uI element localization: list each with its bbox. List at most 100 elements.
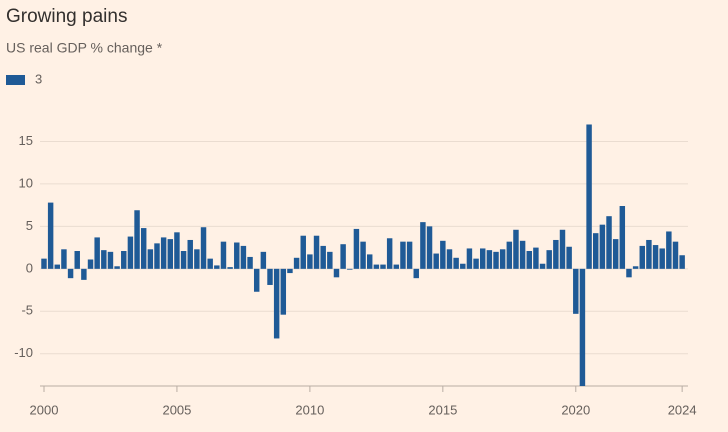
bar	[293, 257, 300, 269]
bar	[214, 265, 220, 269]
x-tick-label: 2000	[30, 402, 59, 417]
bar	[446, 249, 453, 269]
bar	[140, 228, 147, 269]
legend-label: 3	[35, 71, 42, 86]
bar	[313, 235, 320, 269]
bar	[513, 229, 519, 269]
bar	[453, 257, 459, 269]
bar	[612, 239, 619, 269]
bar	[134, 210, 140, 269]
bar	[273, 268, 280, 339]
bar	[559, 229, 566, 269]
bar	[353, 228, 360, 269]
bar	[593, 233, 599, 269]
bar	[679, 255, 685, 269]
bar	[160, 237, 167, 269]
bar	[380, 264, 386, 269]
bar	[327, 251, 333, 269]
bar	[440, 240, 446, 269]
bar	[147, 249, 154, 269]
bar	[533, 247, 539, 269]
bar	[287, 268, 293, 274]
bar	[479, 248, 486, 269]
bar	[386, 238, 393, 269]
bar	[460, 263, 466, 269]
y-tick-label: 10	[19, 175, 33, 190]
bar	[247, 256, 253, 269]
x-tick-label: 2010	[295, 402, 324, 417]
bar	[207, 258, 213, 269]
bar	[413, 268, 419, 279]
bar	[573, 268, 579, 314]
bar	[473, 258, 479, 269]
bar	[41, 258, 47, 269]
bar	[267, 268, 273, 285]
bar	[54, 264, 61, 269]
bar	[200, 227, 207, 269]
bar	[280, 268, 287, 315]
x-tick-label: 2015	[428, 402, 457, 417]
y-tick-label: -10	[14, 345, 33, 360]
bar	[666, 231, 672, 269]
bar	[360, 241, 366, 269]
bar	[506, 241, 513, 269]
bar	[426, 226, 433, 269]
bar	[347, 268, 353, 270]
bar	[114, 266, 120, 269]
bar	[101, 250, 107, 269]
bar	[672, 241, 679, 269]
bar	[300, 235, 306, 269]
bar	[433, 253, 439, 269]
y-tick-label: 15	[19, 133, 33, 148]
bar	[320, 245, 326, 269]
bar	[539, 263, 546, 269]
bar	[107, 251, 114, 269]
bar	[619, 206, 626, 269]
bar	[606, 216, 612, 269]
bar	[493, 251, 499, 269]
bar	[366, 254, 373, 269]
bar	[307, 254, 313, 269]
bar	[400, 241, 406, 269]
legend-swatch	[6, 75, 25, 85]
bar	[553, 239, 559, 269]
bar	[121, 251, 127, 269]
bar	[333, 268, 340, 278]
bar	[526, 251, 532, 269]
bar	[220, 241, 227, 269]
bar	[579, 268, 586, 386]
x-tick-label: 2024	[668, 402, 697, 417]
bar	[466, 248, 473, 269]
bar	[499, 249, 506, 269]
bar	[646, 239, 652, 269]
x-tick-label: 2020	[561, 402, 590, 417]
bar	[94, 237, 100, 269]
bar	[652, 245, 659, 269]
bar	[47, 202, 54, 269]
bar	[406, 241, 413, 269]
bar	[61, 249, 67, 269]
bar	[659, 248, 665, 269]
bar	[393, 264, 400, 269]
bar	[420, 222, 426, 269]
chart-subtitle: US real GDP % change *	[6, 40, 163, 56]
bar	[340, 244, 346, 269]
bar	[194, 249, 200, 269]
bar	[154, 243, 160, 269]
bar	[486, 250, 493, 269]
bar	[81, 268, 87, 280]
bar	[626, 268, 632, 278]
y-tick-label: 5	[26, 218, 33, 233]
bar	[234, 242, 240, 269]
bar	[174, 232, 180, 269]
x-tick-label: 2005	[162, 402, 191, 417]
bar	[227, 267, 233, 269]
bar	[519, 240, 526, 269]
bar	[639, 245, 645, 269]
bar	[566, 246, 572, 269]
y-tick-label: 0	[26, 260, 33, 275]
bar	[586, 124, 592, 269]
bar	[74, 251, 80, 269]
bar	[253, 268, 260, 292]
